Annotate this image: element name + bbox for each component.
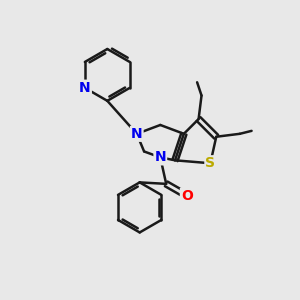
Text: N: N [131, 127, 142, 141]
Text: S: S [206, 156, 215, 170]
Text: O: O [181, 189, 193, 202]
Text: N: N [154, 150, 166, 164]
Text: N: N [79, 81, 91, 95]
Text: N: N [79, 81, 91, 95]
